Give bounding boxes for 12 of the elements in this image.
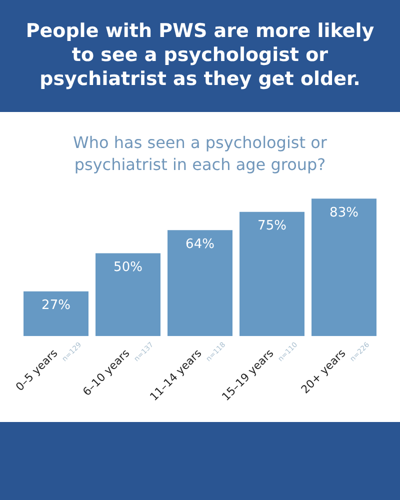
data-label: 75% — [258, 218, 286, 234]
bar — [312, 198, 376, 336]
chart-subtitle: Who has seen a psychologist or psychiatrist in each age group? — [72, 132, 328, 176]
bar — [168, 230, 232, 336]
bar — [24, 291, 88, 336]
data-label: 83% — [330, 205, 358, 220]
chart-title: People with PWS are more likely to see a psychologist or psychiatrist as they get older. — [24, 20, 376, 92]
data-label: 27% — [42, 298, 70, 314]
bar — [96, 253, 160, 336]
data-label: 64% — [186, 236, 214, 252]
data-label: 50% — [114, 260, 142, 275]
bar — [240, 212, 304, 336]
